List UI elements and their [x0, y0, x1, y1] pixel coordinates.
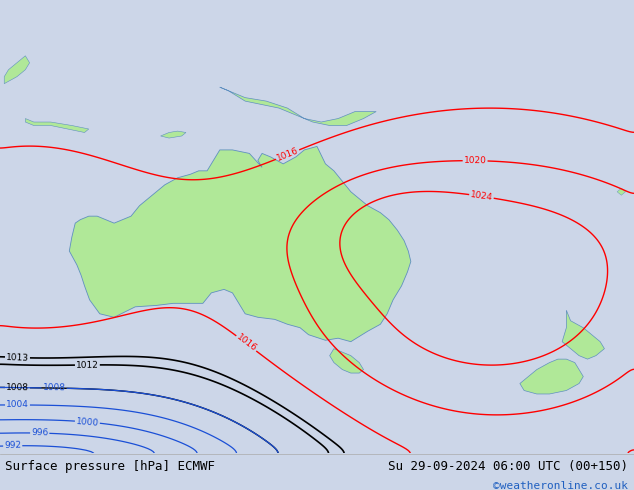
- Text: 1016: 1016: [275, 146, 300, 163]
- Text: 1020: 1020: [463, 156, 486, 165]
- Text: 1024: 1024: [470, 190, 493, 202]
- Text: Surface pressure [hPa] ECMWF: Surface pressure [hPa] ECMWF: [5, 460, 215, 473]
- Polygon shape: [220, 87, 376, 125]
- Polygon shape: [160, 131, 186, 138]
- Polygon shape: [562, 310, 604, 359]
- Text: 1008: 1008: [42, 383, 65, 393]
- Text: 1000: 1000: [75, 416, 100, 427]
- Text: 1013: 1013: [6, 353, 29, 363]
- Text: 1012: 1012: [76, 360, 99, 369]
- Text: 996: 996: [31, 428, 48, 438]
- Polygon shape: [520, 359, 583, 394]
- Text: 1016: 1016: [235, 333, 258, 354]
- Polygon shape: [330, 349, 363, 373]
- Text: 1004: 1004: [6, 400, 29, 410]
- Text: 992: 992: [4, 441, 22, 450]
- Text: 1008: 1008: [6, 383, 29, 392]
- Polygon shape: [4, 56, 30, 84]
- Text: ©weatheronline.co.uk: ©weatheronline.co.uk: [493, 481, 628, 490]
- Polygon shape: [25, 119, 89, 132]
- Polygon shape: [617, 188, 626, 195]
- Text: Su 29-09-2024 06:00 UTC (00+150): Su 29-09-2024 06:00 UTC (00+150): [387, 460, 628, 473]
- Polygon shape: [69, 147, 411, 342]
